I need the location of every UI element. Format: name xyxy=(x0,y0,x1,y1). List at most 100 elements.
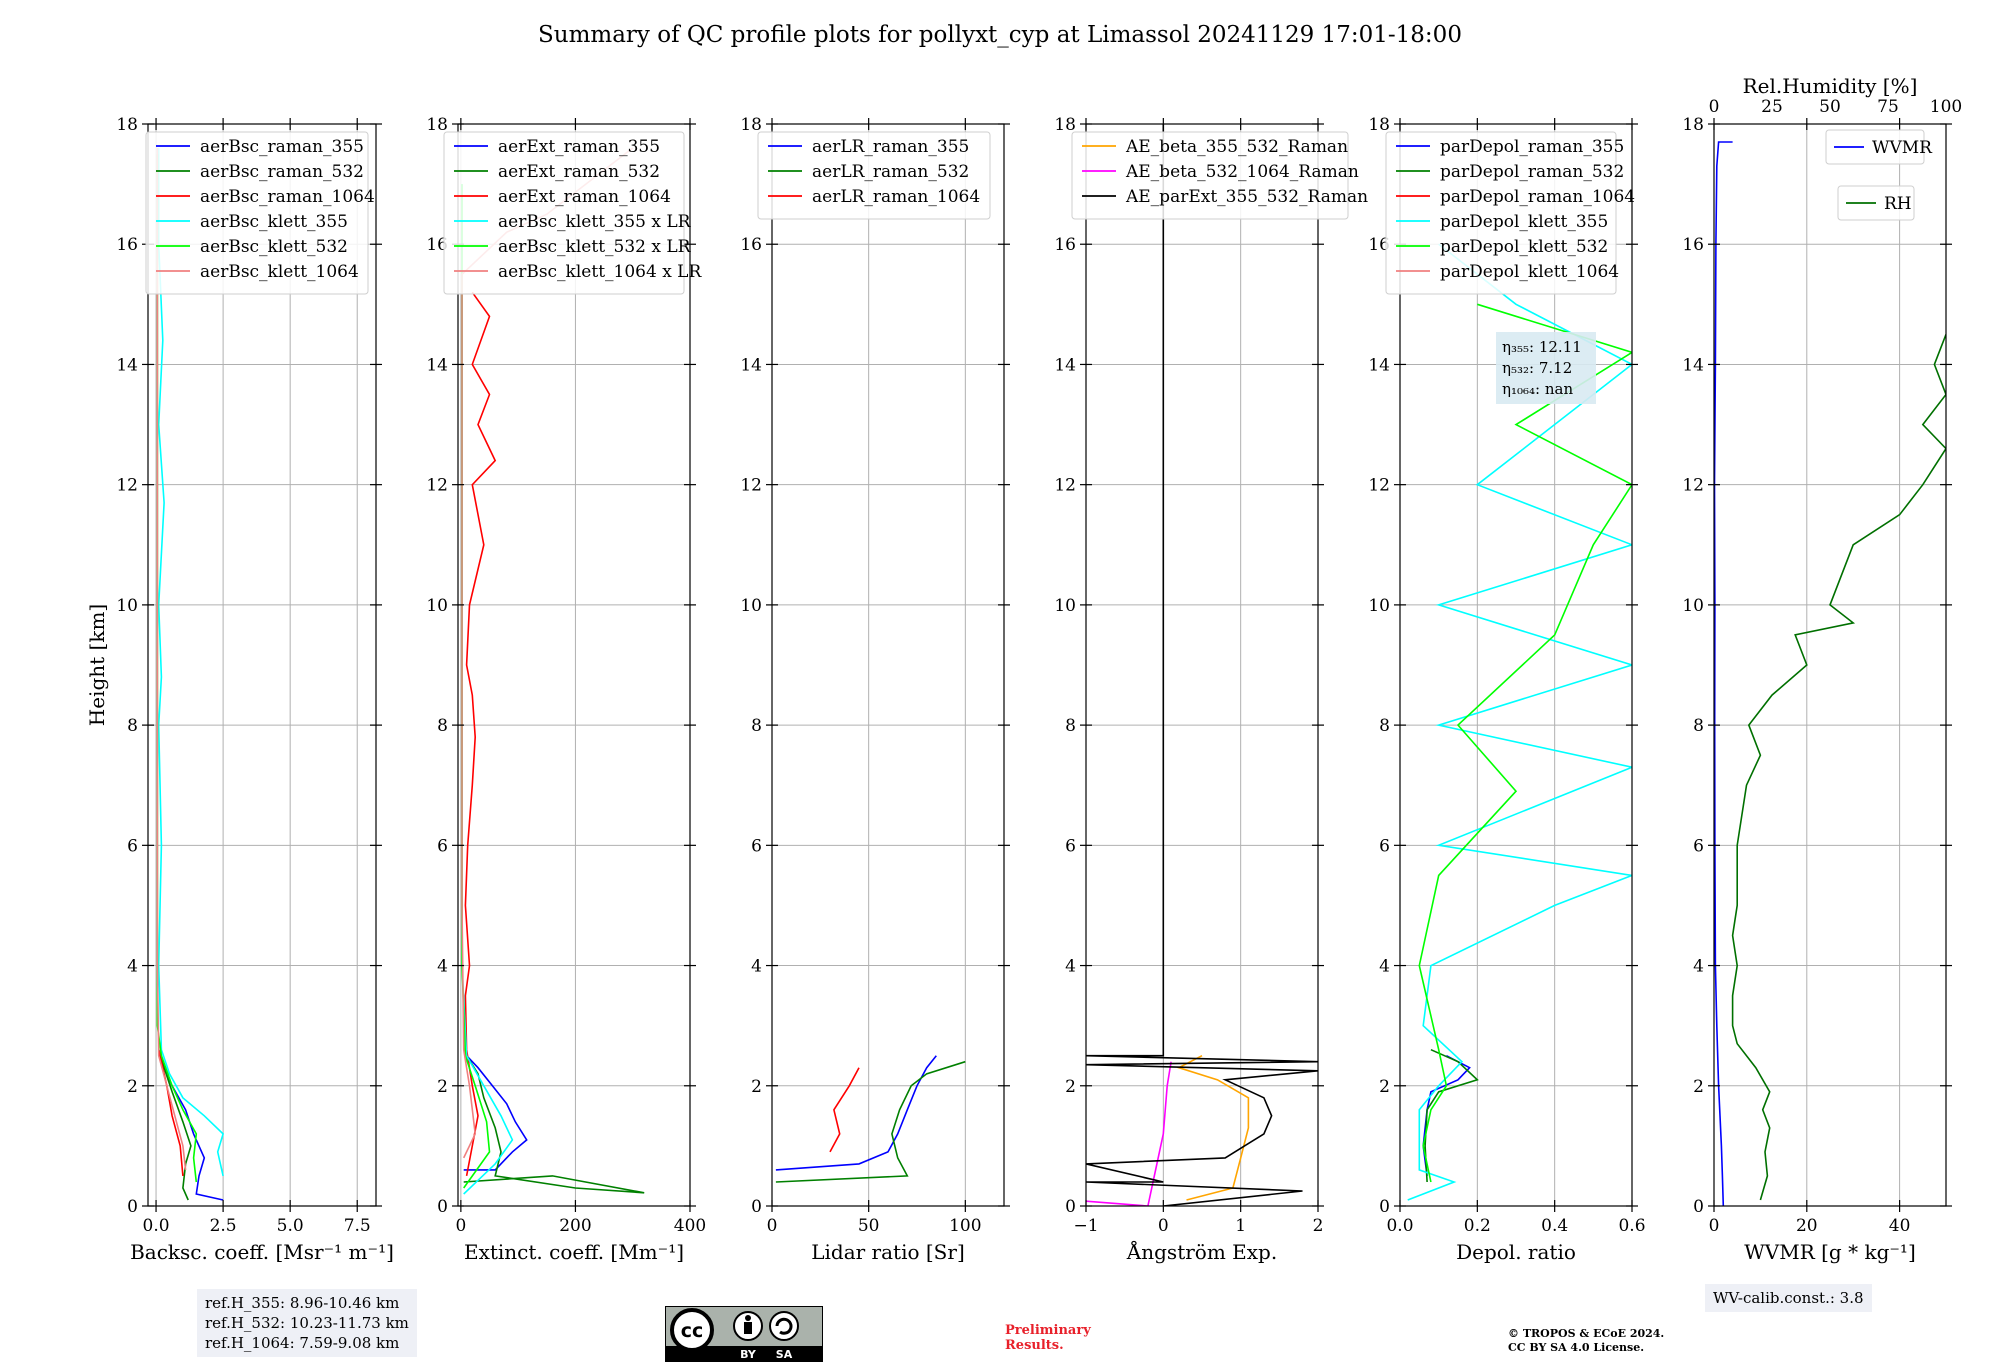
share-alike-icon xyxy=(769,1311,799,1341)
x-tick-label: 0 xyxy=(1709,1216,1720,1236)
legend-box xyxy=(1825,129,1925,165)
cc-by-sa-badge: cc BY SA xyxy=(665,1306,823,1366)
y-tick-label: 14 xyxy=(1054,355,1076,375)
top-x-tick-label: 75 xyxy=(1877,97,1899,117)
legend: aerExt_raman_355 aerExt_raman_532 aerExt_r… xyxy=(443,131,702,295)
legend-box xyxy=(443,131,685,295)
axes-frame xyxy=(1085,123,1319,1207)
legend-label: aerBsc_raman_1064 xyxy=(200,187,375,207)
y-tick-label: 2 xyxy=(751,1077,762,1097)
series-line-aerBsc_klett_355 x LR xyxy=(461,184,514,1195)
series-line-aerBsc_raman_1064 xyxy=(157,1049,184,1176)
axes-frame xyxy=(1713,123,1947,1207)
legend-label: aerBsc_klett_532 x LR xyxy=(498,237,692,257)
y-tick-label: 12 xyxy=(1368,476,1390,496)
axes-frame xyxy=(457,123,691,1207)
series-line-parDepol_klett_532 xyxy=(1418,303,1632,1183)
y-tick-label: 16 xyxy=(426,235,448,255)
y-tick-label: 16 xyxy=(1368,235,1390,255)
y-tick-label: 2 xyxy=(1693,1077,1704,1097)
panel-extinction: 0 2 4 6 8 10 12 14 16 18 0 200 400 Extinct. coeff. [M… xyxy=(426,115,706,1264)
svg-text:SA: SA xyxy=(776,1348,793,1361)
legend-box xyxy=(1071,131,1349,220)
y-tick-label: 10 xyxy=(1054,596,1076,616)
y-tick-label: 16 xyxy=(740,235,762,255)
top-x-axis-label: Rel.Humidity [%] xyxy=(1743,74,1918,98)
x-tick-label: 7.5 xyxy=(344,1216,371,1236)
x-tick-label: −1 xyxy=(1073,1216,1098,1236)
y-tick-label: 2 xyxy=(1379,1077,1390,1097)
y-tick-label: 0 xyxy=(1379,1197,1390,1217)
wv-calib-const: WV-calib.const.: 3.8 xyxy=(1713,1289,1864,1307)
legend-label: aerExt_raman_1064 xyxy=(498,187,671,207)
x-tick-label: 40 xyxy=(1889,1216,1911,1236)
y-tick-label: 18 xyxy=(426,115,448,135)
y-tick-label: 12 xyxy=(426,476,448,496)
x-tick-label: 0.2 xyxy=(1464,1216,1491,1236)
x-tick-label: 0.4 xyxy=(1541,1216,1568,1236)
y-tick-label: 10 xyxy=(740,596,762,616)
x-tick-label: 100 xyxy=(949,1216,981,1236)
x-tick-label: 5.0 xyxy=(277,1216,304,1236)
x-tick-label: 2.5 xyxy=(210,1216,237,1236)
wv-calib-info: WV-calib.const.: 3.8 xyxy=(1705,1284,1872,1312)
y-tick-label: 8 xyxy=(437,716,448,736)
x-axis-label: Backsc. coeff. [Msr⁻¹ m⁻¹] xyxy=(130,1240,394,1264)
y-tick-label: 2 xyxy=(437,1077,448,1097)
axes-frame xyxy=(147,123,377,1207)
x-tick-label: 0 xyxy=(1158,1216,1169,1236)
y-tick-label: 8 xyxy=(1693,716,1704,736)
series-line-aerExt_raman_355 xyxy=(463,1055,528,1171)
figure-title: Summary of QC profile plots for pollyxt_… xyxy=(538,22,1462,48)
legend: AE_beta_355_532_Raman AE_beta_532_1064_Ra… xyxy=(1071,131,1368,220)
panel-lidar_ratio: 0 2 4 6 8 10 12 14 16 18 0 50 100 Lidar ratio [Sr] aer… xyxy=(740,115,1010,1264)
y-tick-label: 16 xyxy=(116,235,138,255)
top-x-tick-label: 25 xyxy=(1761,97,1783,117)
legend: WVMR RH xyxy=(1825,129,1933,221)
eta-line: η₃₅₅: 12.11 xyxy=(1502,338,1582,356)
y-tick-label: 0 xyxy=(127,1197,138,1217)
x-tick-label: 400 xyxy=(674,1216,706,1236)
y-tick-label: 16 xyxy=(1054,235,1076,255)
cc-icon xyxy=(670,1308,714,1352)
y-tick-label: 12 xyxy=(740,476,762,496)
x-tick-label: 0.0 xyxy=(1386,1216,1413,1236)
y-tick-label: 6 xyxy=(1065,836,1076,856)
y-tick-label: 8 xyxy=(751,716,762,736)
x-tick-label: 1 xyxy=(1235,1216,1246,1236)
ref-height-1064: ref.H_1064: 7.59-9.08 km xyxy=(205,1334,400,1352)
legend-label: WVMR xyxy=(1872,138,1933,158)
y-axis-label: Height [km] xyxy=(85,604,109,726)
y-tick-label: 2 xyxy=(127,1077,138,1097)
x-tick-label: 0.6 xyxy=(1618,1216,1645,1236)
series-line-aerLR_raman_355 xyxy=(775,1055,937,1171)
x-axis-label: WVMR [g * kg⁻¹] xyxy=(1744,1240,1916,1264)
y-tick-label: 12 xyxy=(1054,476,1076,496)
series-line-aerLR_raman_532 xyxy=(775,1060,966,1183)
preliminary-note: Preliminary Results. xyxy=(1005,1323,1091,1353)
x-tick-label: 200 xyxy=(559,1216,591,1236)
legend-label: AE_beta_355_532_Raman xyxy=(1125,137,1348,157)
legend-label: aerExt_raman_355 xyxy=(498,137,660,157)
y-tick-label: 12 xyxy=(116,476,138,496)
y-tick-label: 6 xyxy=(127,836,138,856)
legend: parDepol_raman_355 parDepol_raman_532 parD… xyxy=(1385,131,1635,295)
eta-line: η₅₃₂: 7.12 xyxy=(1502,359,1572,377)
y-tick-label: 18 xyxy=(1054,115,1076,135)
legend-box xyxy=(145,131,369,295)
legend-box xyxy=(757,131,991,220)
legend-label: parDepol_raman_355 xyxy=(1440,137,1624,157)
x-tick-label: 0 xyxy=(767,1216,778,1236)
series-line-AE_parExt_355_532_Raman xyxy=(1086,124,1318,1206)
legend-label: parDepol_raman_532 xyxy=(1440,162,1624,182)
top-x-tick-label: 0 xyxy=(1709,97,1720,117)
x-tick-label: 0 xyxy=(455,1216,466,1236)
y-tick-label: 4 xyxy=(1065,957,1076,977)
top-x-tick-label: 100 xyxy=(1930,97,1962,117)
legend-label: aerLR_raman_355 xyxy=(812,137,969,157)
eta-line: η₁₀₆₄: nan xyxy=(1502,380,1573,398)
legend-label: aerBsc_klett_532 xyxy=(200,237,348,257)
x-tick-label: 50 xyxy=(858,1216,880,1236)
legend: aerBsc_raman_355 aerBsc_raman_532 aerBsc_r… xyxy=(145,131,375,295)
